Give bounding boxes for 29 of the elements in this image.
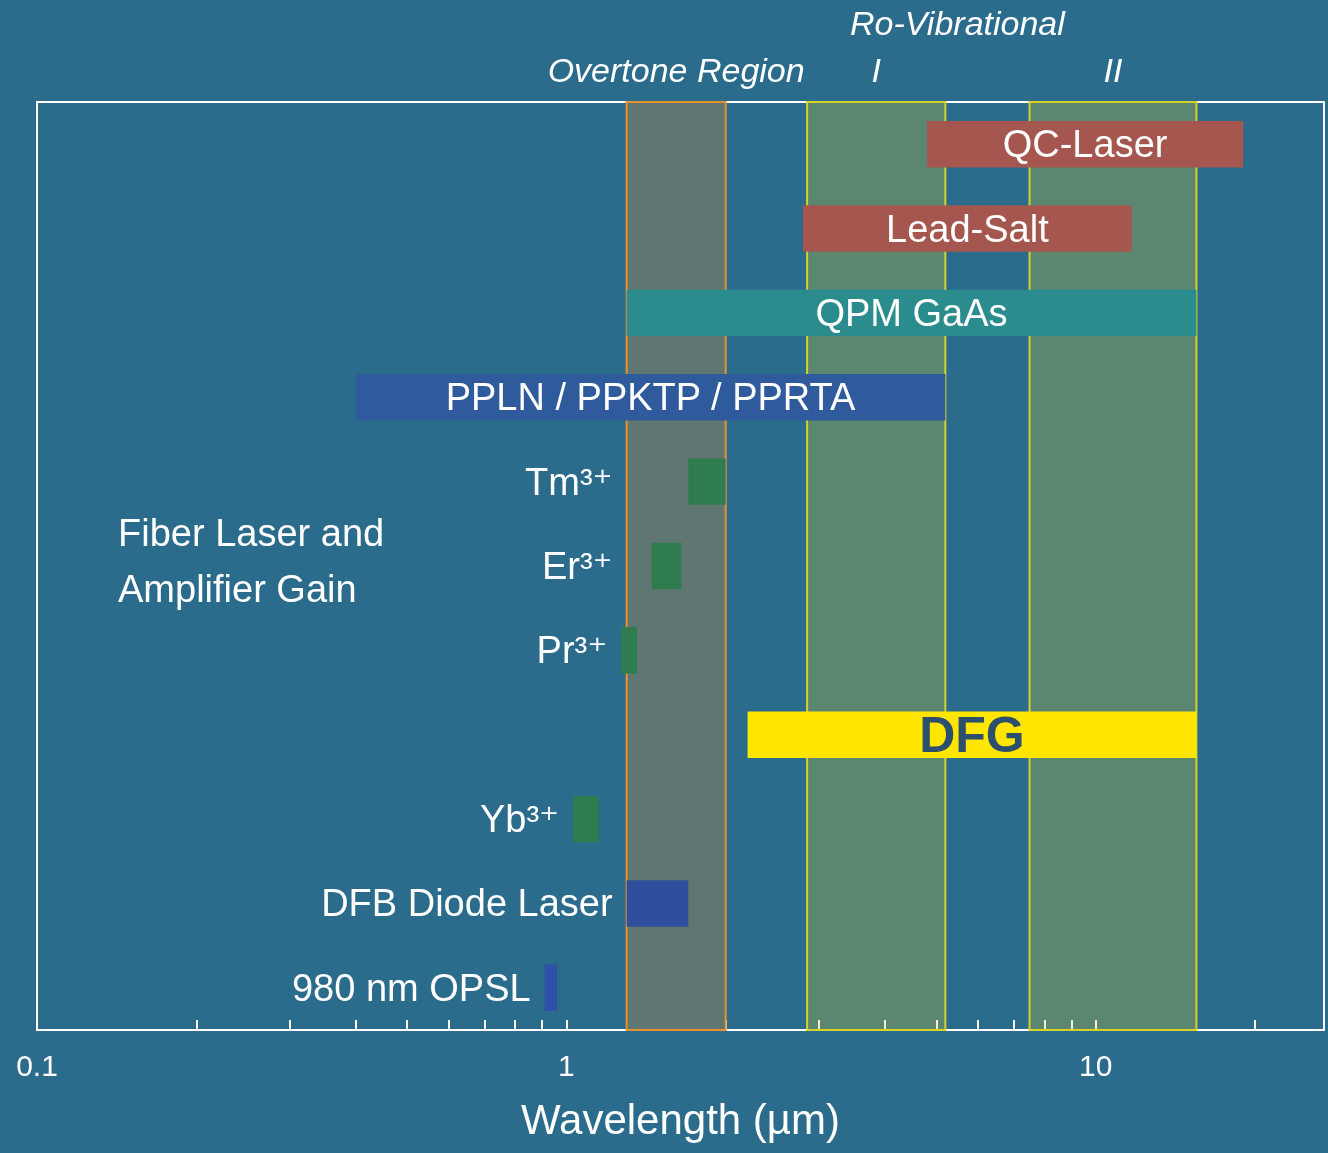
bar <box>544 964 557 1012</box>
y-tick-label: PPLN / PPKTP / PPRTA <box>445 376 857 419</box>
bar <box>626 880 689 927</box>
y-tick-label: 980 nm OPSL <box>291 966 531 1009</box>
y-tick-label: QC-Laser <box>1002 123 1168 166</box>
bar <box>803 205 1132 252</box>
y-tick-label: Tm³⁺ <box>525 460 613 503</box>
y-tick-label: Pr³⁺ <box>536 629 608 672</box>
bar <box>688 458 726 505</box>
bar <box>651 542 682 590</box>
band-label: Overtone Region <box>547 51 805 89</box>
bar <box>573 795 599 843</box>
x-axis-title: Wavelength (µm) <box>520 1095 841 1143</box>
y-tick-label: DFB Diode Laser <box>321 882 613 925</box>
annotation: Fiber Laser and Amplifier Gain <box>118 512 395 610</box>
band-label: II <box>1103 51 1123 89</box>
y-tick-label: Yb³⁺ <box>479 798 560 841</box>
y-tick-label: Er³⁺ <box>541 545 613 587</box>
y-tick-label: DFG <box>919 706 1025 763</box>
bar <box>621 627 638 674</box>
x-tick-label: 0.1 <box>16 1048 58 1082</box>
x-tick-label: 1 <box>557 1048 575 1082</box>
band-label: I <box>871 51 882 89</box>
text: Ro-Vibrational <box>850 4 1067 42</box>
y-tick-label: Lead-Salt <box>886 207 1050 250</box>
x-tick-label: 10 <box>1078 1048 1113 1082</box>
bar <box>626 289 1197 337</box>
bar <box>747 711 1197 758</box>
y-tick-label: QPM GaAs <box>815 291 1008 334</box>
